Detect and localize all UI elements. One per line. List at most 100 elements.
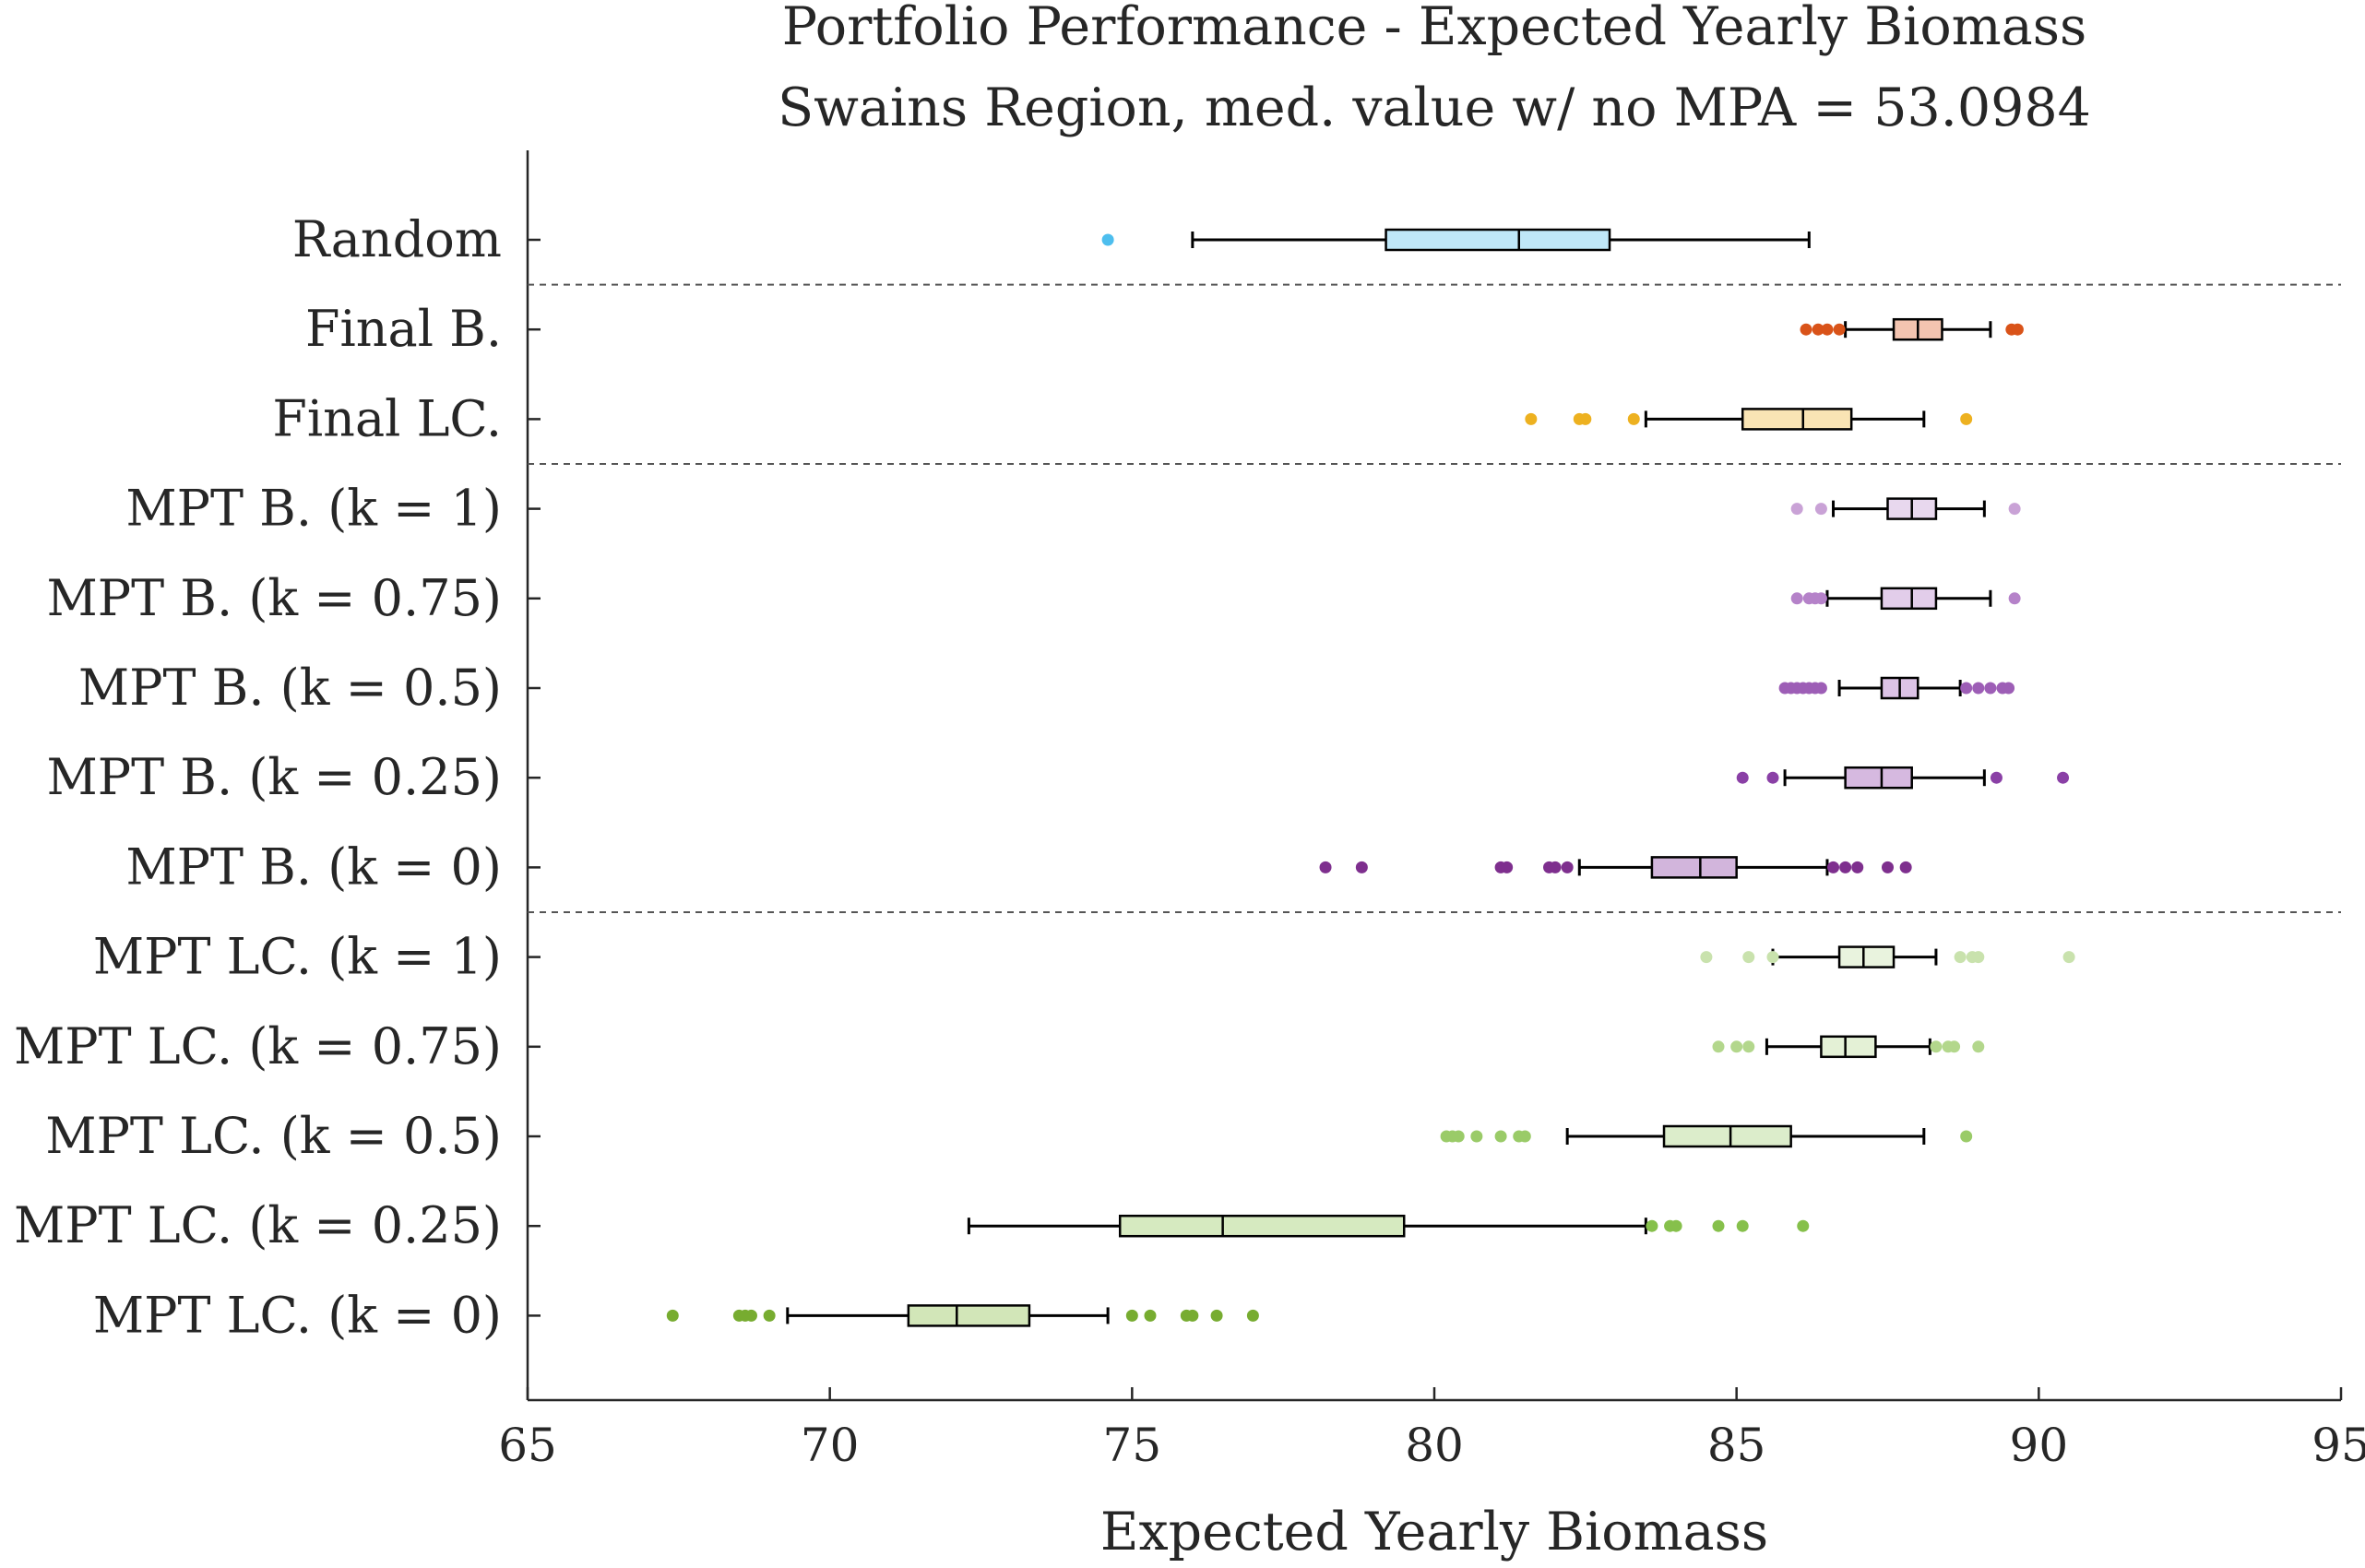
outlier-point (1972, 951, 1985, 964)
box-mpt-b-k-1 (1790, 497, 2021, 520)
category-label-mpt-b-k-0-25: MPT B. (k = 0.25) (47, 748, 503, 806)
outlier-point (2062, 951, 2075, 964)
box-random (1101, 228, 1811, 252)
outlier-point (1797, 1219, 1810, 1232)
outlier-point (1814, 592, 1827, 605)
outlier-point (1766, 771, 1779, 784)
outlier-point (1579, 412, 1592, 425)
outlier-point (1355, 861, 1368, 873)
category-label-mpt-b-k-0: MPT B. (k = 0) (125, 837, 502, 896)
outlier-point (1972, 682, 1985, 695)
iqr-box (1662, 1124, 1792, 1148)
category-label-mpt-lc-k-0: MPT LC. (k = 0) (93, 1286, 502, 1344)
iqr-box (1844, 766, 1913, 790)
outlier-point (1814, 682, 1827, 695)
outlier-point (2011, 323, 2024, 336)
outlier-point (1833, 323, 1846, 336)
outlier-point (1990, 771, 2003, 784)
chart-title: Portfolio Performance - Expected Yearly … (782, 0, 2086, 57)
x-tick-label-70: 70 (801, 1419, 860, 1472)
outlier-point (1101, 233, 1114, 246)
chart-subtitle: Swains Region, med. value w/ no MPA = 53… (778, 77, 2091, 138)
category-label-final-b: Final B. (305, 300, 502, 358)
outlier-point (1518, 1130, 1531, 1143)
iqr-box (1820, 1035, 1877, 1059)
outlier-point (1948, 1040, 1961, 1053)
category-label-random: Random (292, 210, 502, 268)
outlier-point (1954, 951, 1967, 964)
category-label-mpt-lc-k-0-5: MPT LC. (k = 0.5) (45, 1107, 502, 1165)
outlier-point (1470, 1130, 1483, 1143)
category-label-mpt-b-k-0-5: MPT B. (k = 0.5) (78, 659, 502, 717)
plot-area: 65 70 75 80 85 90 95 Random Final B. Final LC. MPT… (14, 150, 2365, 1472)
category-label-final-lc: Final LC. (272, 389, 502, 447)
outlier-point (666, 1309, 679, 1322)
iqr-box (1837, 945, 1896, 968)
outlier-point (2057, 771, 2070, 784)
x-axis-label: Expected Yearly Biomass (1100, 1502, 1768, 1562)
outlier-point (1821, 323, 1834, 336)
box-mpt-b-k-0-25 (1736, 766, 2070, 790)
outlier-point (1742, 951, 1755, 964)
category-label-mpt-lc-k-0-75: MPT LC. (k = 0.75) (14, 1017, 502, 1075)
outlier-point (1766, 951, 1779, 964)
box-final-b (1800, 317, 2024, 341)
outlier-point (1494, 1130, 1507, 1143)
outlier-point (1186, 1309, 1199, 1322)
outlier-point (1742, 1040, 1755, 1053)
outlier-point (1930, 1040, 1943, 1053)
iqr-box (1385, 228, 1611, 252)
outlier-point (1736, 771, 1749, 784)
x-tick-label-65: 65 (498, 1419, 557, 1472)
outlier-point (1984, 682, 1997, 695)
iqr-box (1880, 587, 1938, 611)
outlier-point (1851, 861, 1864, 873)
outlier-point (1319, 861, 1332, 873)
outlier-point (1960, 682, 1973, 695)
outlier-point (1561, 861, 1574, 873)
iqr-box (1741, 408, 1853, 431)
iqr-box (1650, 856, 1738, 879)
outlier-point (1700, 951, 1713, 964)
outlier-point (1525, 412, 1538, 425)
outlier-point (1730, 1040, 1743, 1053)
x-tick-label-85: 85 (1707, 1419, 1766, 1472)
box-mpt-lc-k-0-25 (967, 1214, 1810, 1238)
category-label-mpt-lc-k-0-25: MPT LC. (k = 0.25) (14, 1196, 502, 1254)
outlier-point (763, 1309, 776, 1322)
outlier-point (1712, 1219, 1725, 1232)
box-mpt-lc-k-0 (666, 1304, 1259, 1327)
box-mpt-b-k-0-75 (1790, 587, 2021, 611)
x-tick-label-90: 90 (2010, 1419, 2069, 1472)
x-tick-label-75: 75 (1103, 1419, 1162, 1472)
outlier-point (1627, 412, 1640, 425)
outlier-point (744, 1309, 757, 1322)
outlier-point (1549, 861, 1562, 873)
outlier-point (1452, 1130, 1465, 1143)
outlier-point (2003, 682, 2015, 695)
x-tick-label-80: 80 (1405, 1419, 1464, 1472)
outlier-point (1960, 1130, 1973, 1143)
outlier-point (1882, 861, 1894, 873)
outlier-point (1736, 1219, 1749, 1232)
outlier-point (1960, 412, 1973, 425)
outlier-point (1501, 861, 1514, 873)
outlier-point (1839, 861, 1852, 873)
outlier-point (1210, 1309, 1223, 1322)
outlier-point (1812, 323, 1824, 336)
x-tick-label-95: 95 (2312, 1419, 2365, 1472)
box-final-lc (1525, 408, 1973, 431)
box-mpt-b-k-0 (1319, 856, 1912, 879)
outlier-point (1899, 861, 1912, 873)
outlier-point (1125, 1309, 1138, 1322)
outlier-point (1144, 1309, 1157, 1322)
box-mpt-lc-k-1 (1700, 945, 2075, 968)
outlier-point (1972, 1040, 1985, 1053)
outlier-point (1790, 592, 1803, 605)
category-label-mpt-b-k-1: MPT B. (k = 1) (125, 480, 502, 538)
iqr-box (1118, 1214, 1406, 1238)
outlier-point (1790, 503, 1803, 516)
outlier-point (1800, 323, 1812, 336)
